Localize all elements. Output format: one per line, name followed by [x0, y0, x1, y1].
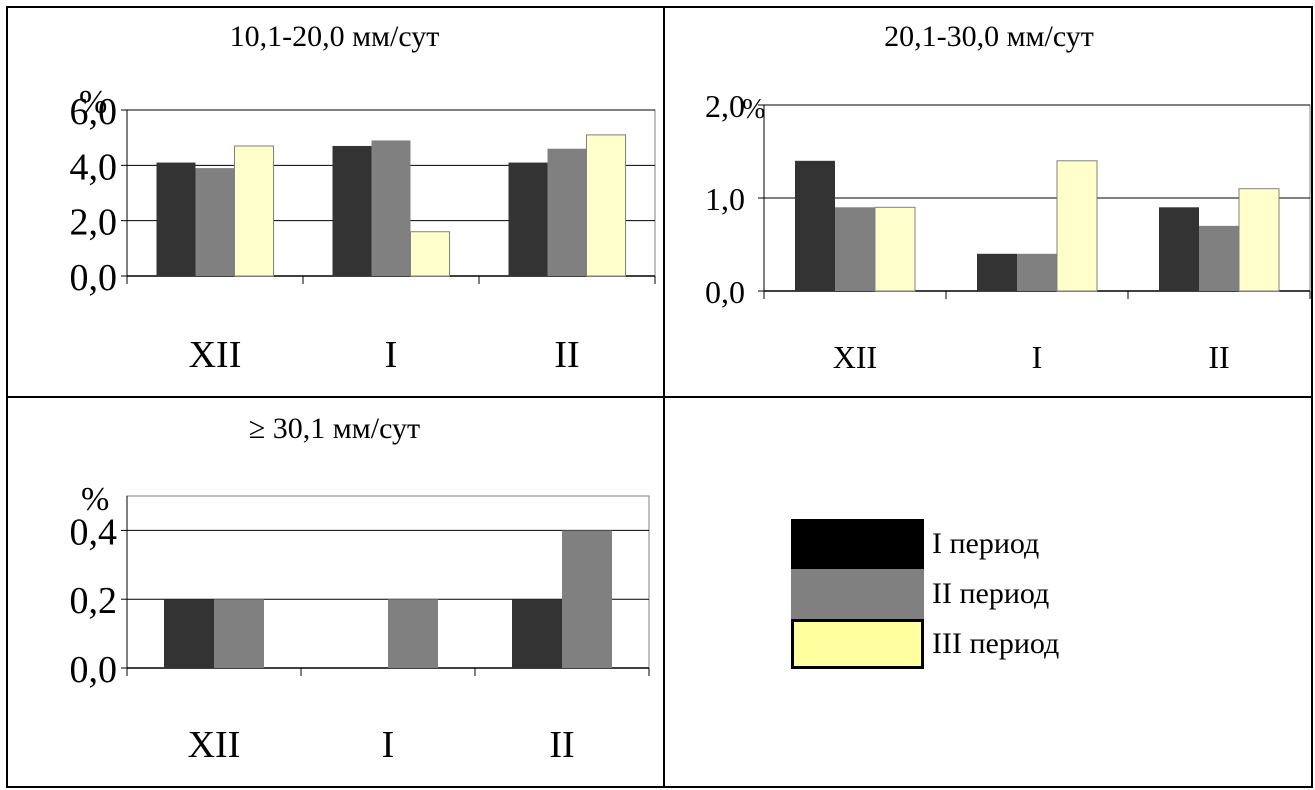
bar [1238, 188, 1280, 292]
x-tick-label: I [382, 724, 395, 766]
legend-swatch [791, 569, 924, 619]
y-tick-label: 0,4 [70, 511, 118, 553]
legend-label: III период [932, 627, 1060, 660]
y-tick-label: 2,0 [70, 202, 118, 244]
bar [195, 168, 235, 276]
legend-label: II период [932, 577, 1050, 610]
bar [1056, 160, 1098, 292]
bar [562, 530, 612, 668]
y-tick-label: 1,0 [705, 181, 745, 217]
y-axis-unit: % [742, 94, 765, 125]
chart-2-title: 20,1-30,0 мм/сут [884, 20, 1094, 53]
bar [234, 145, 274, 277]
x-tick-label: II [554, 334, 579, 376]
y-axis-unit: % [81, 481, 109, 518]
legend-swatch [791, 519, 924, 569]
bar [508, 162, 548, 276]
bar [371, 140, 411, 276]
chart-3-title: ≥ 30,1 мм/сут [248, 412, 421, 445]
bar [388, 599, 438, 668]
y-tick-label: 6,0 [70, 91, 118, 133]
x-tick-label: I [385, 334, 398, 376]
x-tick-label: II [1208, 339, 1229, 375]
y-tick-label: 2,0 [705, 88, 745, 124]
chart-1-title: 10,1-20,0 мм/сут [229, 20, 440, 53]
y-tick-label: 0,0 [70, 257, 118, 299]
y-tick-label: 4,0 [70, 146, 118, 188]
bar [874, 206, 916, 292]
bar [547, 148, 587, 276]
bar [1199, 225, 1239, 291]
bar [164, 599, 214, 668]
x-tick-label: I [1032, 339, 1043, 375]
legend-swatch [791, 619, 924, 669]
y-axis-unit: % [79, 84, 107, 121]
bar [586, 134, 626, 277]
y-tick-label: 0,0 [70, 649, 118, 691]
bar [410, 231, 450, 277]
bar [1159, 207, 1199, 291]
y-tick-label: 0,0 [705, 274, 745, 310]
bar [156, 162, 196, 276]
bar [795, 160, 835, 291]
x-tick-label: XII [188, 724, 241, 766]
bar [512, 599, 562, 668]
bar [332, 145, 372, 276]
bar [835, 207, 875, 291]
bar [214, 599, 264, 668]
x-tick-label: XII [833, 339, 877, 375]
x-tick-label: II [549, 724, 574, 766]
x-tick-label: XII [189, 334, 242, 376]
table-divider-horizontal [6, 396, 1313, 398]
legend-label: I период [932, 527, 1040, 560]
y-tick-label: 0,2 [70, 580, 118, 622]
bar [977, 253, 1017, 291]
bar [1017, 253, 1057, 291]
